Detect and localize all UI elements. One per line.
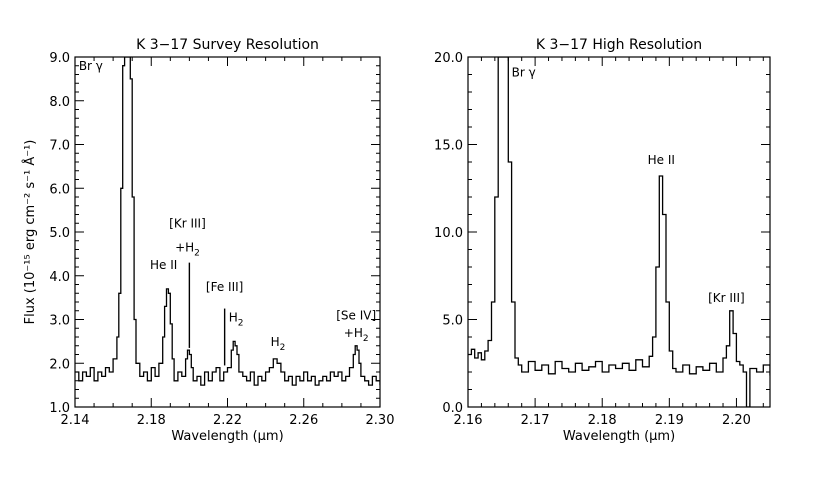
annotation-label: He II [150, 258, 177, 272]
x-axis-label: Wavelength (μm) [171, 429, 283, 444]
y-tick-label: 6.0 [49, 182, 70, 197]
y-tick-label: 0.0 [442, 401, 463, 416]
x-tick-label: 2.18 [588, 413, 617, 428]
x-tick-label: 2.30 [366, 413, 395, 428]
y-axis-label: Flux (10⁻¹⁵ erg cm⁻² s⁻¹ Å⁻¹) [22, 140, 38, 325]
spectrum-line [75, 57, 380, 386]
y-tick-label: 1.0 [49, 401, 70, 416]
annotation-label: [Se IV] [336, 309, 376, 323]
annotation-label: +H2 [344, 326, 369, 344]
x-tick-label: 2.26 [289, 413, 318, 428]
annotation-label: H2 [229, 311, 244, 329]
x-tick-label: 2.14 [61, 413, 90, 428]
annotation-label: +H2 [175, 241, 200, 259]
annotation-label: Br γ [79, 59, 103, 73]
plot-frame [467, 56, 771, 408]
x-tick-label: 2.17 [521, 413, 550, 428]
x-tick-label: 2.18 [137, 413, 166, 428]
y-tick-label: 3.0 [49, 314, 70, 329]
y-tick-label: 4.0 [49, 270, 70, 285]
chart-title: K 3−17 Survey Resolution [136, 37, 319, 53]
x-tick-label: 2.19 [655, 413, 684, 428]
annotation-label: Br γ [512, 65, 536, 79]
y-tick-label: 5.0 [49, 226, 70, 241]
annotation-label: [Kr III] [708, 291, 745, 305]
annotation-label: [Fe III] [206, 280, 243, 294]
y-tick-label: 9.0 [49, 51, 70, 66]
x-axis-label: Wavelength (μm) [563, 429, 675, 444]
y-tick-label: 8.0 [49, 95, 70, 110]
x-tick-label: 2.22 [213, 413, 242, 428]
annotation-label: He II [648, 153, 675, 167]
x-tick-label: 2.16 [454, 413, 483, 428]
chart-panel-1: K 3−17 Survey Resolution 2.14 2.18 2.22 2.26… [22, 37, 394, 444]
x-tick-label: 2.20 [722, 413, 751, 428]
y-tick-label: 20.0 [434, 51, 463, 66]
y-tick-label: 2.0 [49, 357, 70, 372]
y-tick-label: 10.0 [434, 226, 463, 241]
y-tick-label: 5.0 [442, 314, 463, 329]
y-tick-label: 7.0 [49, 139, 70, 154]
chart-title: K 3−17 High Resolution [536, 37, 702, 53]
annotation-label: H2 [271, 335, 286, 353]
spectrum-line [468, 57, 770, 407]
y-tick-label: 15.0 [434, 139, 463, 154]
annotation-label: [Kr III] [169, 217, 206, 231]
chart-panel-2: K 3−17 High Resolution 2.16 2.17 2.18 2.19 2.… [434, 37, 771, 444]
